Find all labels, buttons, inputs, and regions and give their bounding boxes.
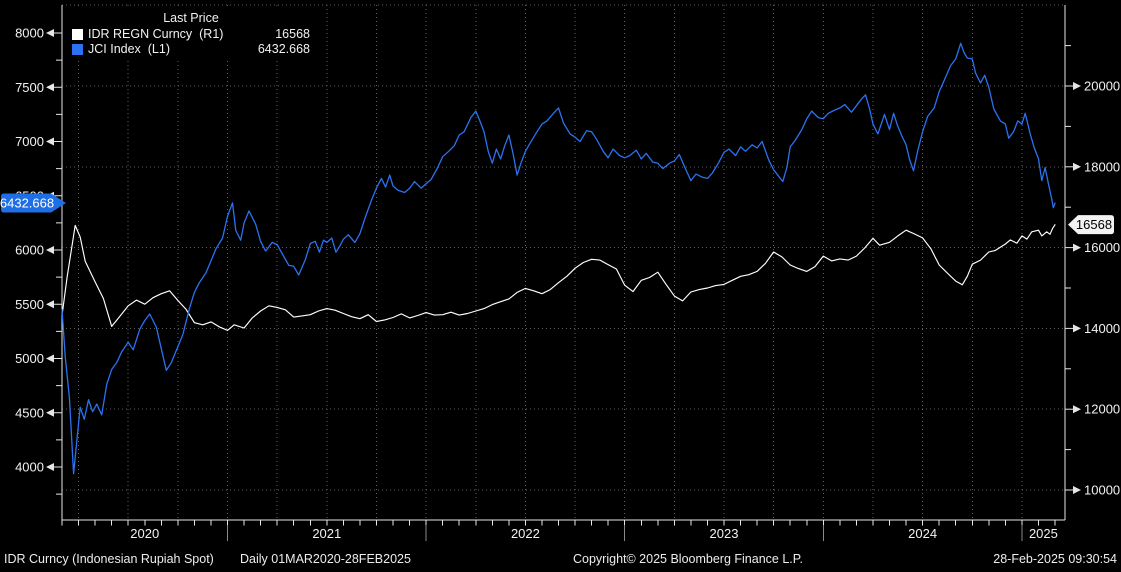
footer-timestamp: 28-Feb-2025 09:30:54 [993,552,1117,566]
x-axis-year-label: 2024 [908,526,937,541]
left-axis-tick-label: 7500 [15,80,44,95]
left-tick-arrow-icon [46,29,54,37]
idr-series-line [61,224,1056,331]
legend-value-jci: 6432.668 [257,42,310,56]
jci-last-price-tag-text: 6432.668 [0,196,54,211]
legend: Last Price IDR REGN Curncy (R1) 16568 JC… [68,9,316,61]
right-axis-tick-label: 18000 [1084,159,1120,174]
left-tick-arrow-icon [46,463,54,471]
left-tick-arrow-icon [46,354,54,363]
x-axis-year-label: 2021 [312,526,341,541]
left-tick-arrow-icon [46,83,54,92]
right-axis-tick-label: 10000 [1084,483,1120,498]
jci-series-line [61,42,1056,475]
series-swatch-idr-icon [72,28,83,40]
x-axis-year-label: 2023 [710,526,739,541]
right-axis-tick-label: 16000 [1084,240,1120,255]
left-axis-tick-label: 7000 [15,134,44,149]
right-tick-arrow-icon [1073,243,1081,252]
legend-value-idr: 16568 [275,26,310,41]
left-axis-tick-label: 4000 [15,460,44,475]
left-axis-tick-label: 5000 [15,351,44,366]
left-axis-tick-label: 6000 [15,243,44,258]
left-axis-tick-label: 4500 [15,405,44,420]
left-tick-arrow-icon [46,137,54,146]
left-tick-arrow-icon [46,246,54,254]
left-axis-tick-label: 5500 [15,297,44,312]
left-tick-arrow-icon [46,408,54,417]
right-tick-arrow-icon [1073,486,1081,494]
right-axis-tick-label: 12000 [1084,402,1120,417]
idr-last-price-tag-text: 16568 [1076,217,1112,232]
x-axis-year-label: 2022 [511,526,540,541]
series-swatch-jci-icon [72,44,83,56]
idr-last-price-tag [1068,215,1114,235]
right-tick-arrow-icon [1073,162,1081,171]
footer-security: IDR Curncy (Indonesian Rupiah Spot) [4,552,214,566]
legend-item-idr[interactable]: IDR REGN Curncy (R1) 16568 [72,27,310,43]
right-tick-arrow-icon [1073,405,1081,414]
right-tick-arrow-icon [1073,324,1081,333]
footer-period: Daily 01MAR2020-28FEB2025 [240,552,411,566]
left-axis-tick-label: 8000 [15,26,44,41]
jci-last-price-tag [1,193,66,213]
legend-item-jci[interactable]: JCI Index (L1) 6432.668 [72,42,310,58]
x-axis-year-label: 2020 [130,526,159,541]
right-tick-arrow-icon [1073,82,1081,90]
status-bar: IDR Curncy (Indonesian Rupiah Spot) Dail… [0,549,1121,572]
legend-label-jci: JCI Index (L1) [88,42,170,56]
right-axis-tick-label: 20000 [1084,79,1120,94]
right-axis-tick-label: 14000 [1084,321,1120,336]
legend-label-idr: IDR REGN Curncy (R1) [88,26,224,41]
footer-copyright: Copyright© 2025 Bloomberg Finance L.P. [573,552,803,566]
x-axis-year-label: 2025 [1029,526,1058,541]
legend-title: Last Price [163,11,219,25]
left-tick-arrow-icon [46,300,54,309]
